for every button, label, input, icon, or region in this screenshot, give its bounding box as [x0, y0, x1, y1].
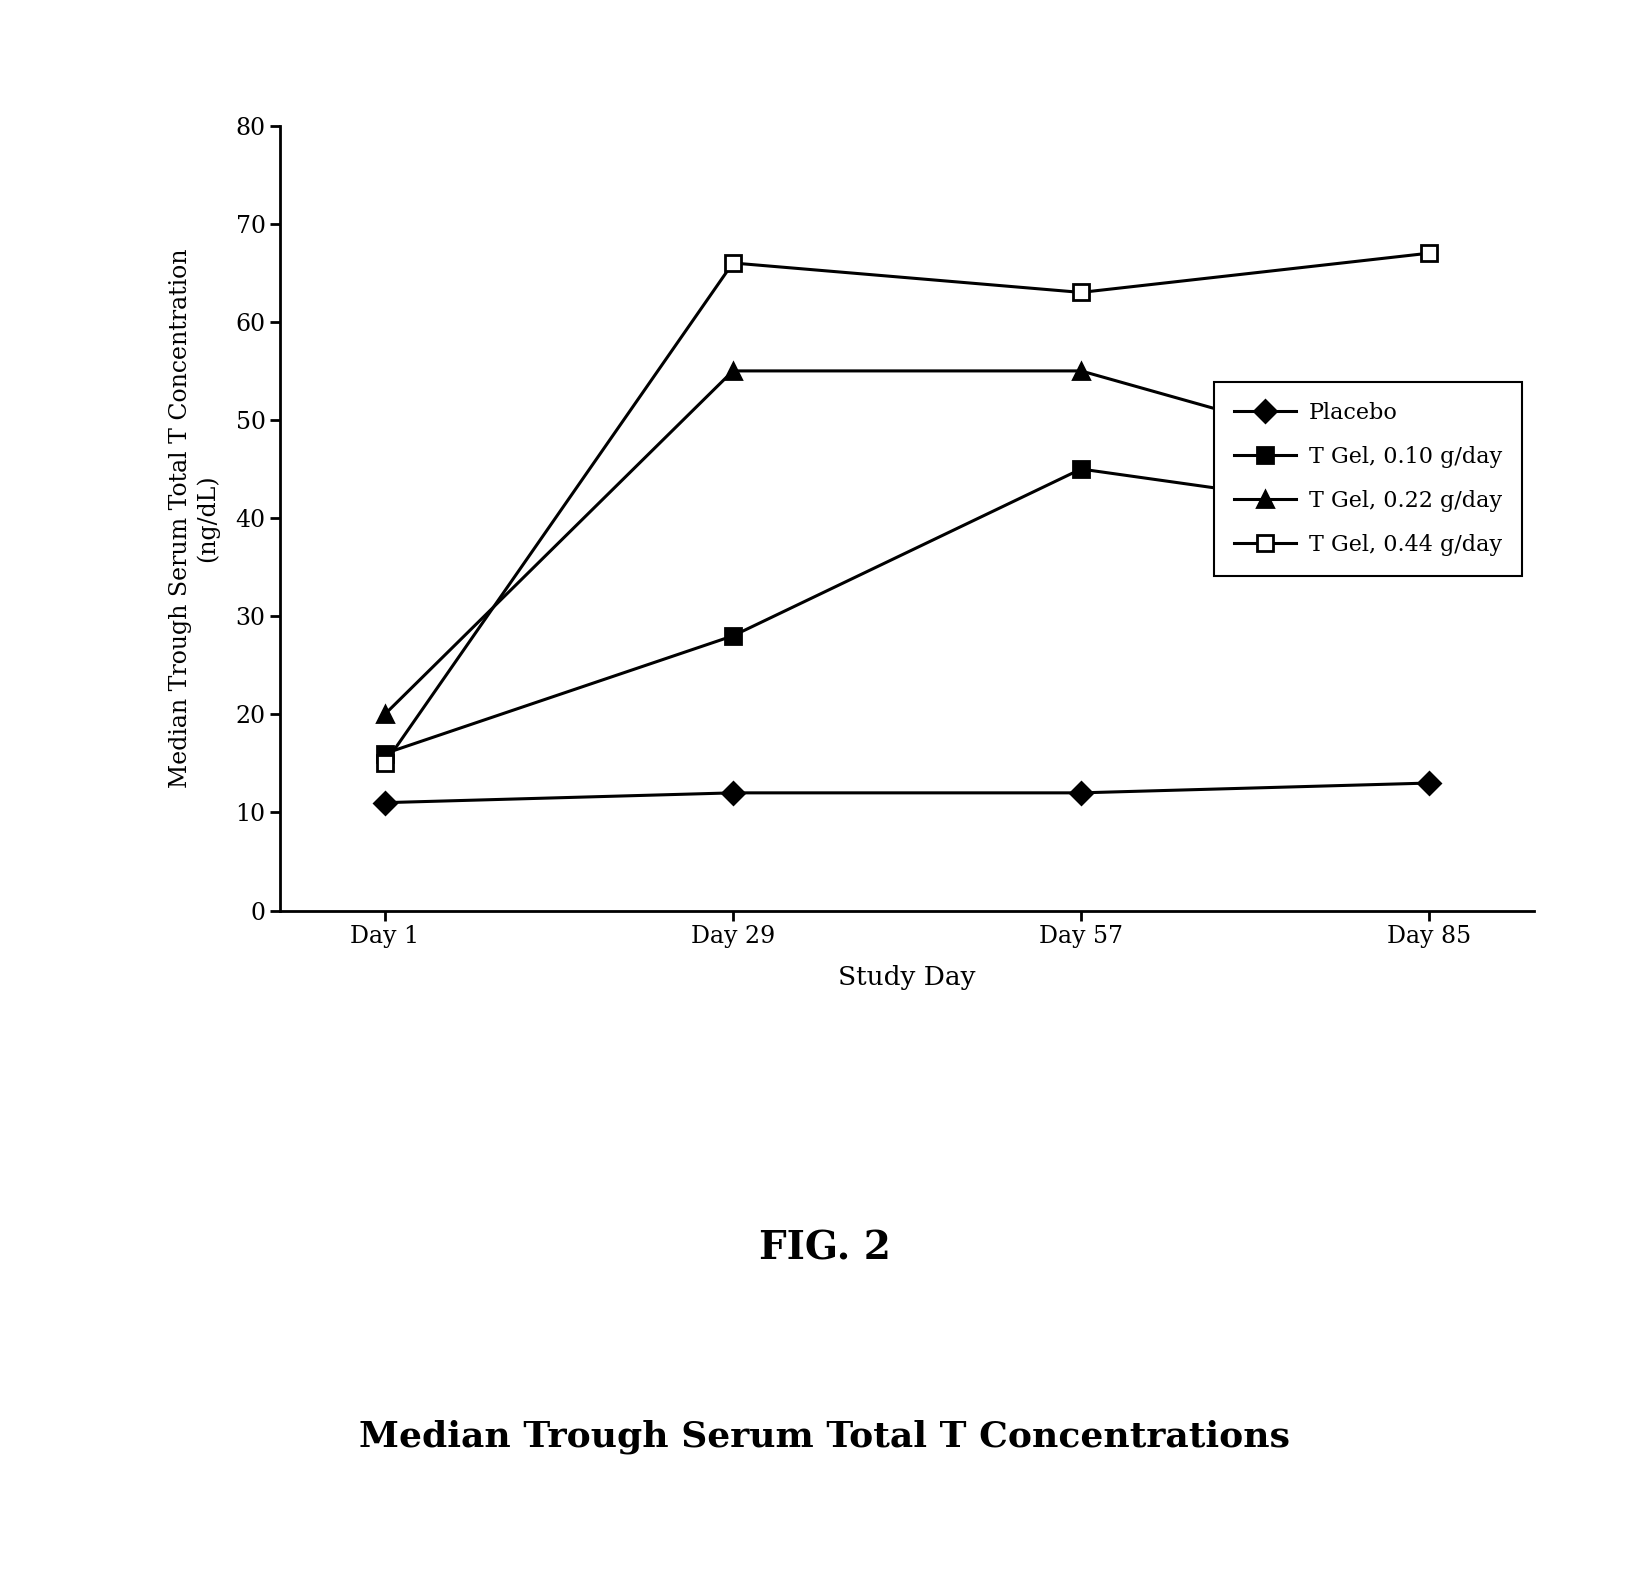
- Text: Median Trough Serum Total T Concentrations: Median Trough Serum Total T Concentratio…: [359, 1419, 1289, 1454]
- Placebo: [722, 783, 742, 802]
- T Gel, 0.10 g/day: [1071, 460, 1091, 479]
- Y-axis label: Median Trough Serum Total T Concentration
(ng/dL): Median Trough Serum Total T Concentratio…: [168, 248, 219, 788]
- Legend: Placebo, T Gel, 0.10 g/day, T Gel, 0.22 g/day, T Gel, 0.44 g/day: Placebo, T Gel, 0.10 g/day, T Gel, 0.22 …: [1213, 382, 1521, 576]
- Text: FIG. 2: FIG. 2: [758, 1229, 890, 1267]
- T Gel, 0.44 g/day: [1071, 283, 1091, 301]
- T Gel, 0.10 g/day: [722, 626, 742, 645]
- T Gel, 0.44 g/day: [374, 754, 394, 772]
- Placebo: [1419, 774, 1439, 793]
- T Gel, 0.22 g/day: [722, 361, 742, 380]
- T Gel, 0.44 g/day: [1419, 243, 1439, 262]
- X-axis label: Study Day: Study Day: [837, 966, 976, 989]
- T Gel, 0.10 g/day: [374, 744, 394, 763]
- Line: T Gel, 0.22 g/day: T Gel, 0.22 g/day: [376, 363, 1437, 722]
- Line: Placebo: Placebo: [377, 776, 1435, 810]
- Line: T Gel, 0.44 g/day: T Gel, 0.44 g/day: [377, 245, 1435, 771]
- T Gel, 0.22 g/day: [374, 705, 394, 724]
- Placebo: [374, 793, 394, 812]
- Placebo: [1071, 783, 1091, 802]
- T Gel, 0.44 g/day: [722, 253, 742, 273]
- Line: T Gel, 0.10 g/day: T Gel, 0.10 g/day: [377, 462, 1435, 761]
- T Gel, 0.22 g/day: [1071, 361, 1091, 380]
- T Gel, 0.10 g/day: [1419, 509, 1439, 528]
- T Gel, 0.22 g/day: [1419, 460, 1439, 479]
